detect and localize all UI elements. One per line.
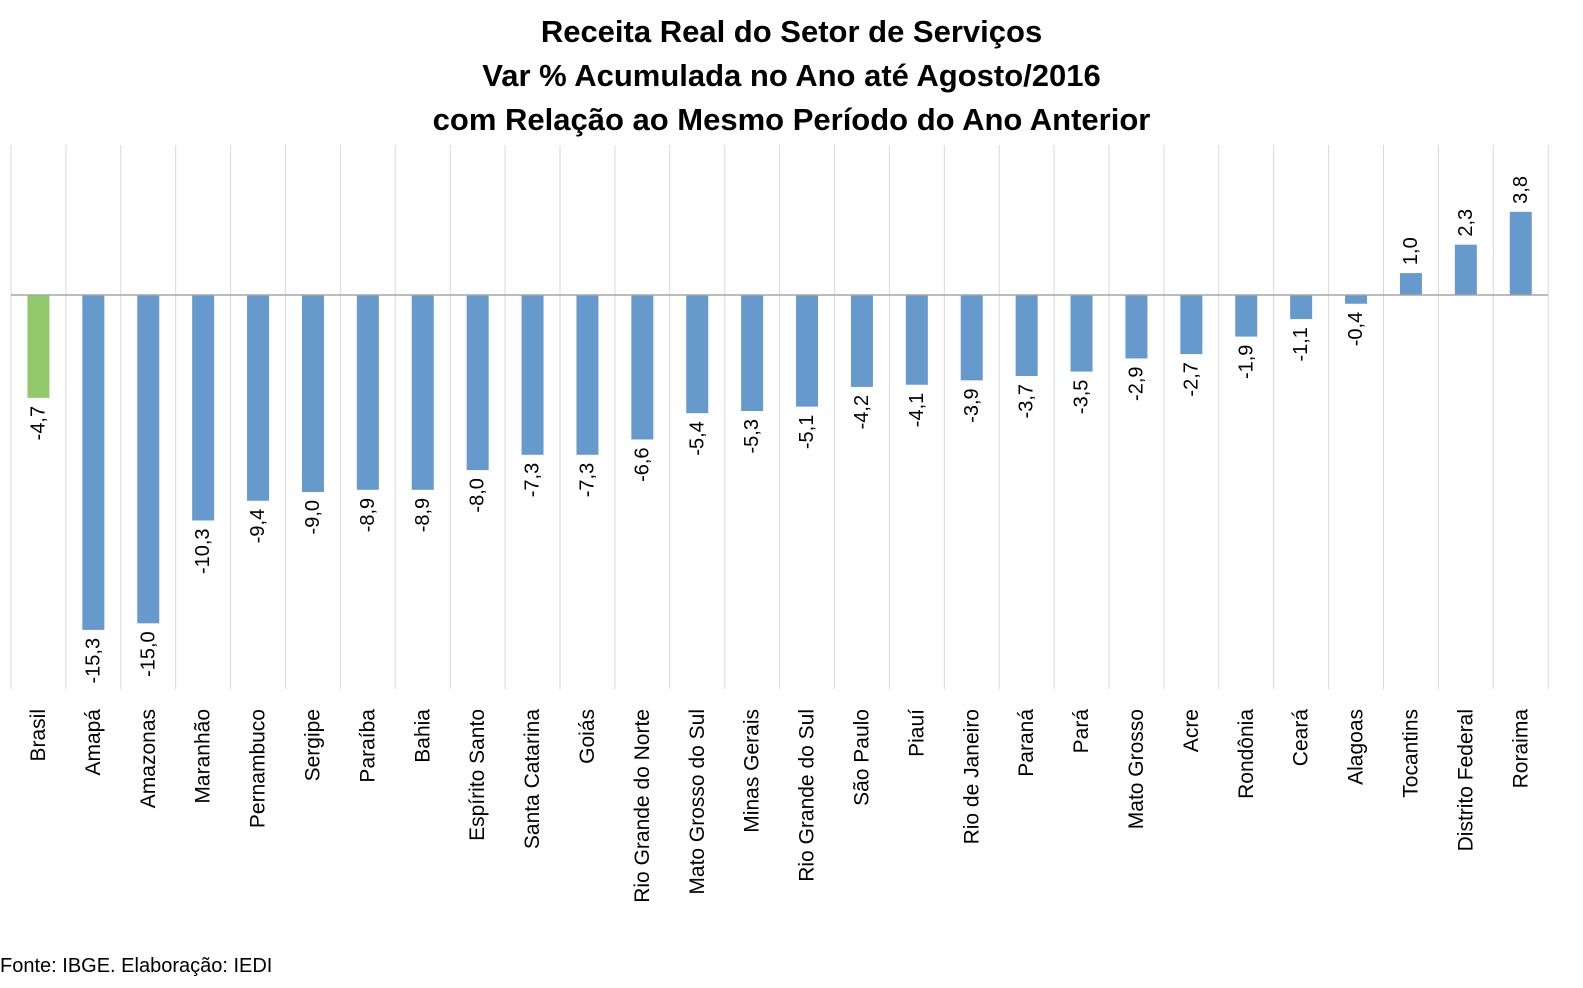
category-label: Paraná — [1015, 709, 1038, 777]
category-label: Rio Grande do Sul — [796, 709, 819, 882]
category-label: Bahia — [411, 709, 434, 763]
bar — [356, 295, 379, 490]
bar — [27, 295, 50, 398]
bar — [1070, 295, 1093, 372]
data-label: -4,2 — [851, 395, 873, 429]
bar — [82, 295, 105, 630]
category-label: Alagoas — [1345, 709, 1368, 785]
category-label: Rio Grande do Norte — [631, 709, 654, 903]
bar — [1290, 295, 1313, 320]
category-label: Paraíba — [356, 709, 379, 783]
data-label: 2,3 — [1455, 209, 1477, 237]
bar — [1015, 295, 1038, 376]
category-label: Rondônia — [1235, 709, 1258, 799]
bar — [1125, 295, 1148, 359]
bar — [796, 295, 819, 407]
data-label: -3,5 — [1071, 380, 1093, 414]
data-label: 3,8 — [1510, 176, 1532, 204]
data-label: -3,7 — [1016, 384, 1038, 418]
data-label: -8,9 — [357, 498, 379, 532]
data-label: -1,1 — [1290, 327, 1312, 361]
data-label: -5,4 — [686, 421, 708, 455]
data-label: -6,6 — [631, 447, 653, 481]
category-label: São Paulo — [850, 709, 873, 806]
bar — [960, 295, 983, 381]
data-label: -2,9 — [1125, 366, 1147, 400]
data-label: -2,7 — [1180, 362, 1202, 396]
data-label: -7,3 — [522, 463, 544, 497]
category-label: Ceará — [1290, 709, 1313, 767]
category-label: Minas Gerais — [741, 709, 764, 833]
data-label: 1,0 — [1400, 237, 1422, 265]
data-label: -9,0 — [302, 500, 324, 534]
bar — [905, 295, 928, 385]
chart-title: Receita Real do Setor de Serviços Var % … — [0, 10, 1583, 142]
bar — [1235, 295, 1258, 337]
data-label: -8,0 — [467, 478, 489, 512]
bar — [686, 295, 709, 414]
bar — [576, 295, 599, 455]
bar — [1345, 295, 1368, 304]
category-label: Roraima — [1509, 709, 1532, 789]
bar — [741, 295, 764, 412]
category-label: Tocantins — [1399, 709, 1422, 798]
bar — [1454, 244, 1477, 295]
bar — [192, 295, 215, 521]
data-label: -5,3 — [741, 419, 763, 453]
bar — [411, 295, 434, 490]
data-label: -10,3 — [192, 528, 214, 574]
category-label: Rio de Janeiro — [960, 709, 983, 844]
data-label: -3,9 — [961, 388, 983, 422]
category-label: Espírito Santo — [466, 709, 489, 841]
source-note: Fonte: IBGE. Elaboração: IEDI — [0, 955, 273, 977]
data-label: -15,0 — [137, 631, 159, 677]
chart-title-line-3: com Relação ao Mesmo Período do Ano Ante… — [432, 102, 1151, 137]
chart-title-line-1: Receita Real do Setor de Serviços — [540, 14, 1043, 49]
data-label: -4,7 — [27, 406, 49, 440]
data-label: -8,9 — [412, 498, 434, 532]
chart-title-line-2: Var % Acumulada no Ano até Agosto/2016 — [482, 58, 1101, 93]
bar — [850, 295, 873, 387]
data-label: -7,3 — [576, 463, 598, 497]
data-label: -5,1 — [796, 415, 818, 449]
bar — [301, 295, 324, 492]
category-label: Brasil — [27, 709, 50, 762]
category-label: Maranhão — [192, 709, 215, 804]
category-label: Mato Grosso — [1125, 709, 1148, 829]
category-label: Distrito Federal — [1454, 709, 1477, 851]
data-label: -4,1 — [906, 393, 928, 427]
category-label: Mato Grosso do Sul — [686, 709, 709, 895]
category-label: Piauí — [905, 709, 928, 757]
bar — [1180, 295, 1203, 355]
category-label: Acre — [1180, 709, 1203, 752]
category-label: Pernambuco — [247, 709, 270, 828]
bar — [521, 295, 544, 455]
bar — [137, 295, 160, 624]
data-label: -9,4 — [247, 509, 269, 543]
bar-chart: -4,7 Brasil -15,3 Amapá -15,0 Amazonas -10,3 Ma… — [10, 145, 1549, 903]
category-label: Santa Catarina — [521, 709, 544, 849]
category-label: Pará — [1070, 709, 1093, 754]
bar — [466, 295, 489, 471]
bar — [1399, 273, 1422, 295]
data-label: -15,3 — [82, 638, 104, 684]
data-label: -1,9 — [1235, 345, 1257, 379]
bar — [631, 295, 654, 440]
bar — [247, 295, 270, 501]
bar — [1509, 211, 1532, 295]
category-label: Amapá — [82, 709, 105, 776]
category-label: Goiás — [576, 709, 599, 764]
category-label: Sergipe — [301, 709, 324, 781]
data-label: -0,4 — [1345, 312, 1367, 346]
category-label: Amazonas — [137, 709, 160, 808]
